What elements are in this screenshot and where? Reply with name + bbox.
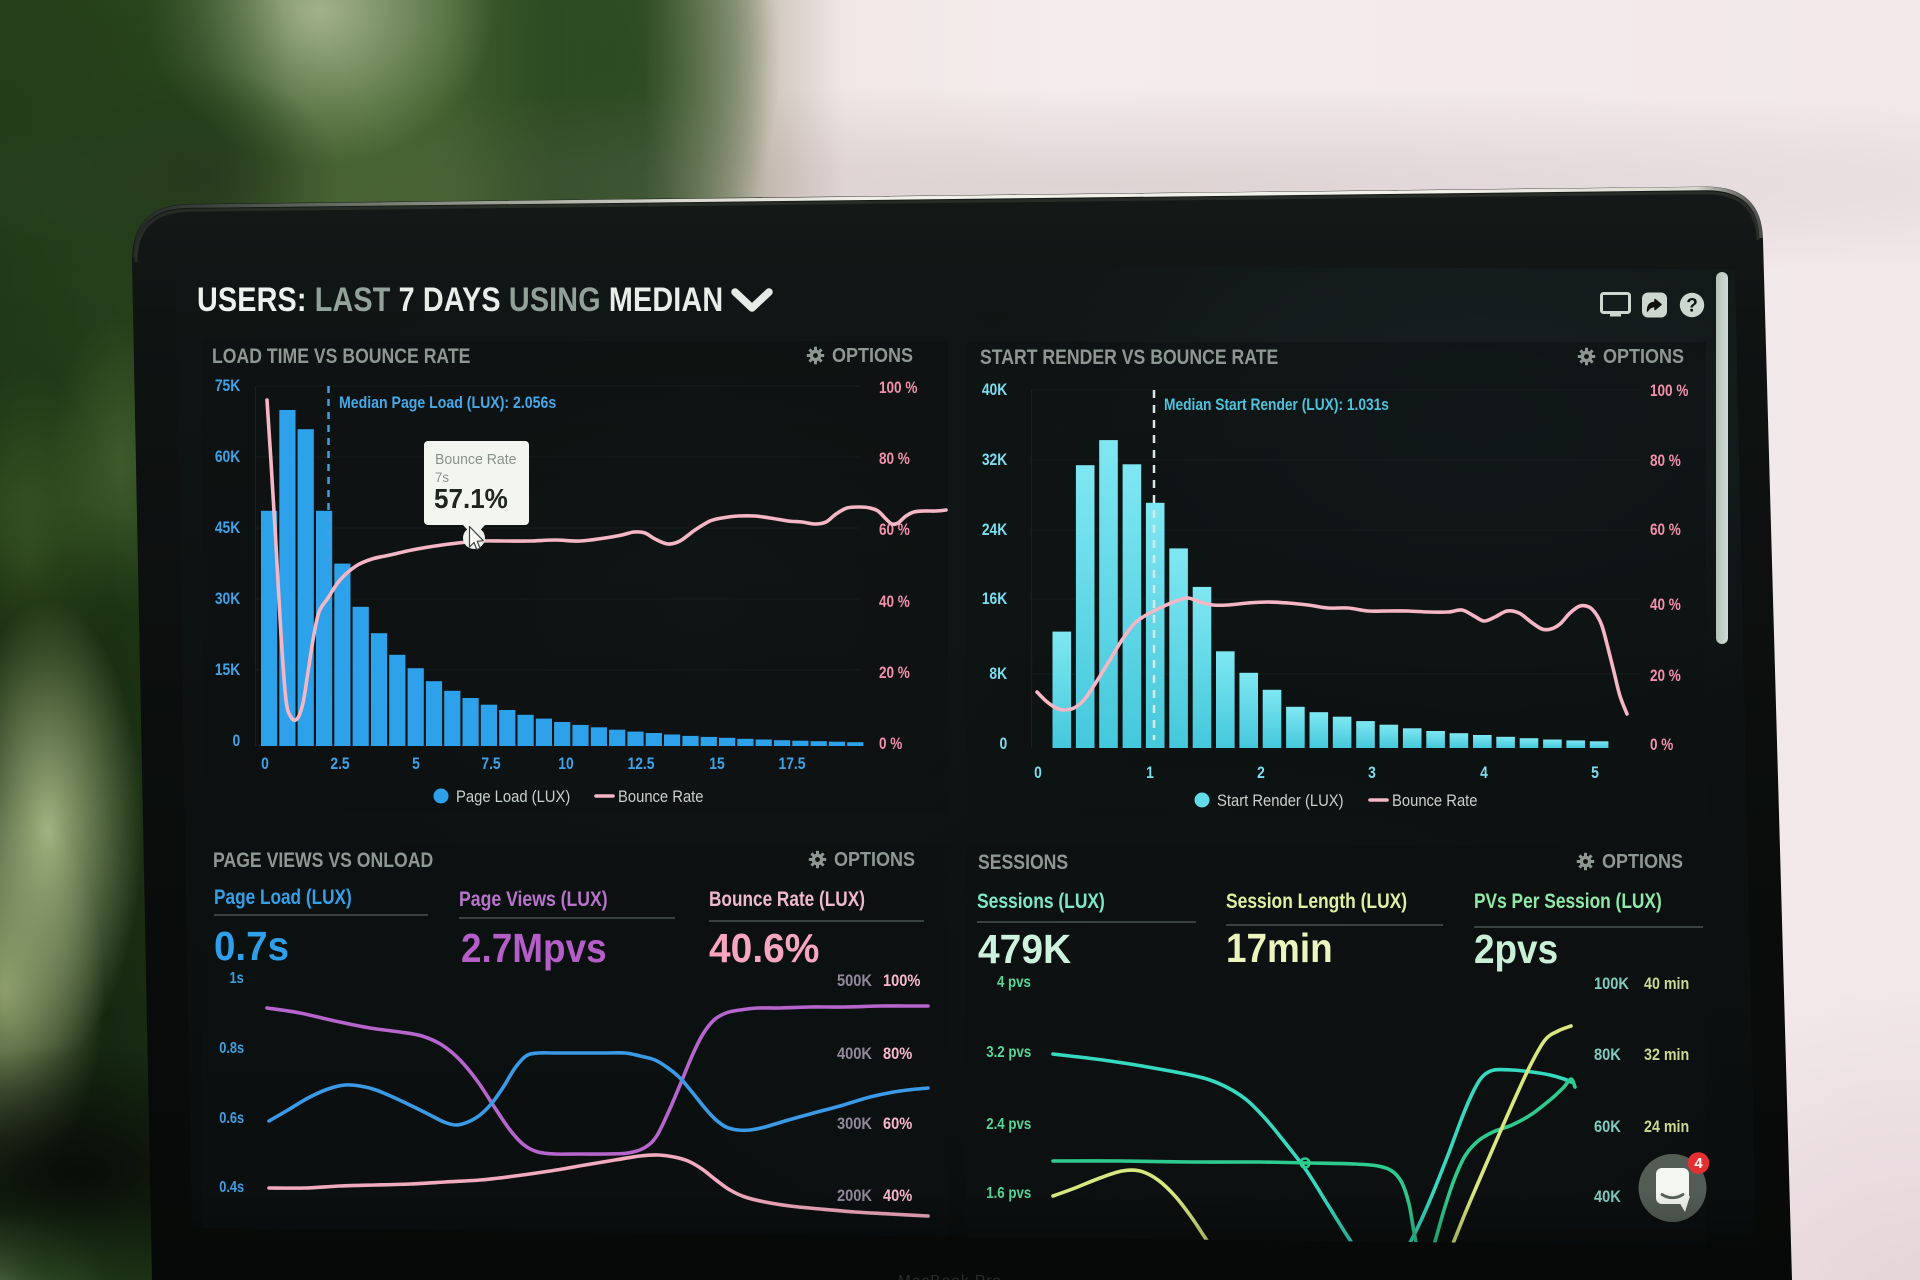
svg-text:?: ? — [1686, 296, 1698, 317]
svg-text:MacBook Pro: MacBook Pro — [898, 1273, 1002, 1280]
svg-text:4: 4 — [1694, 1155, 1703, 1172]
